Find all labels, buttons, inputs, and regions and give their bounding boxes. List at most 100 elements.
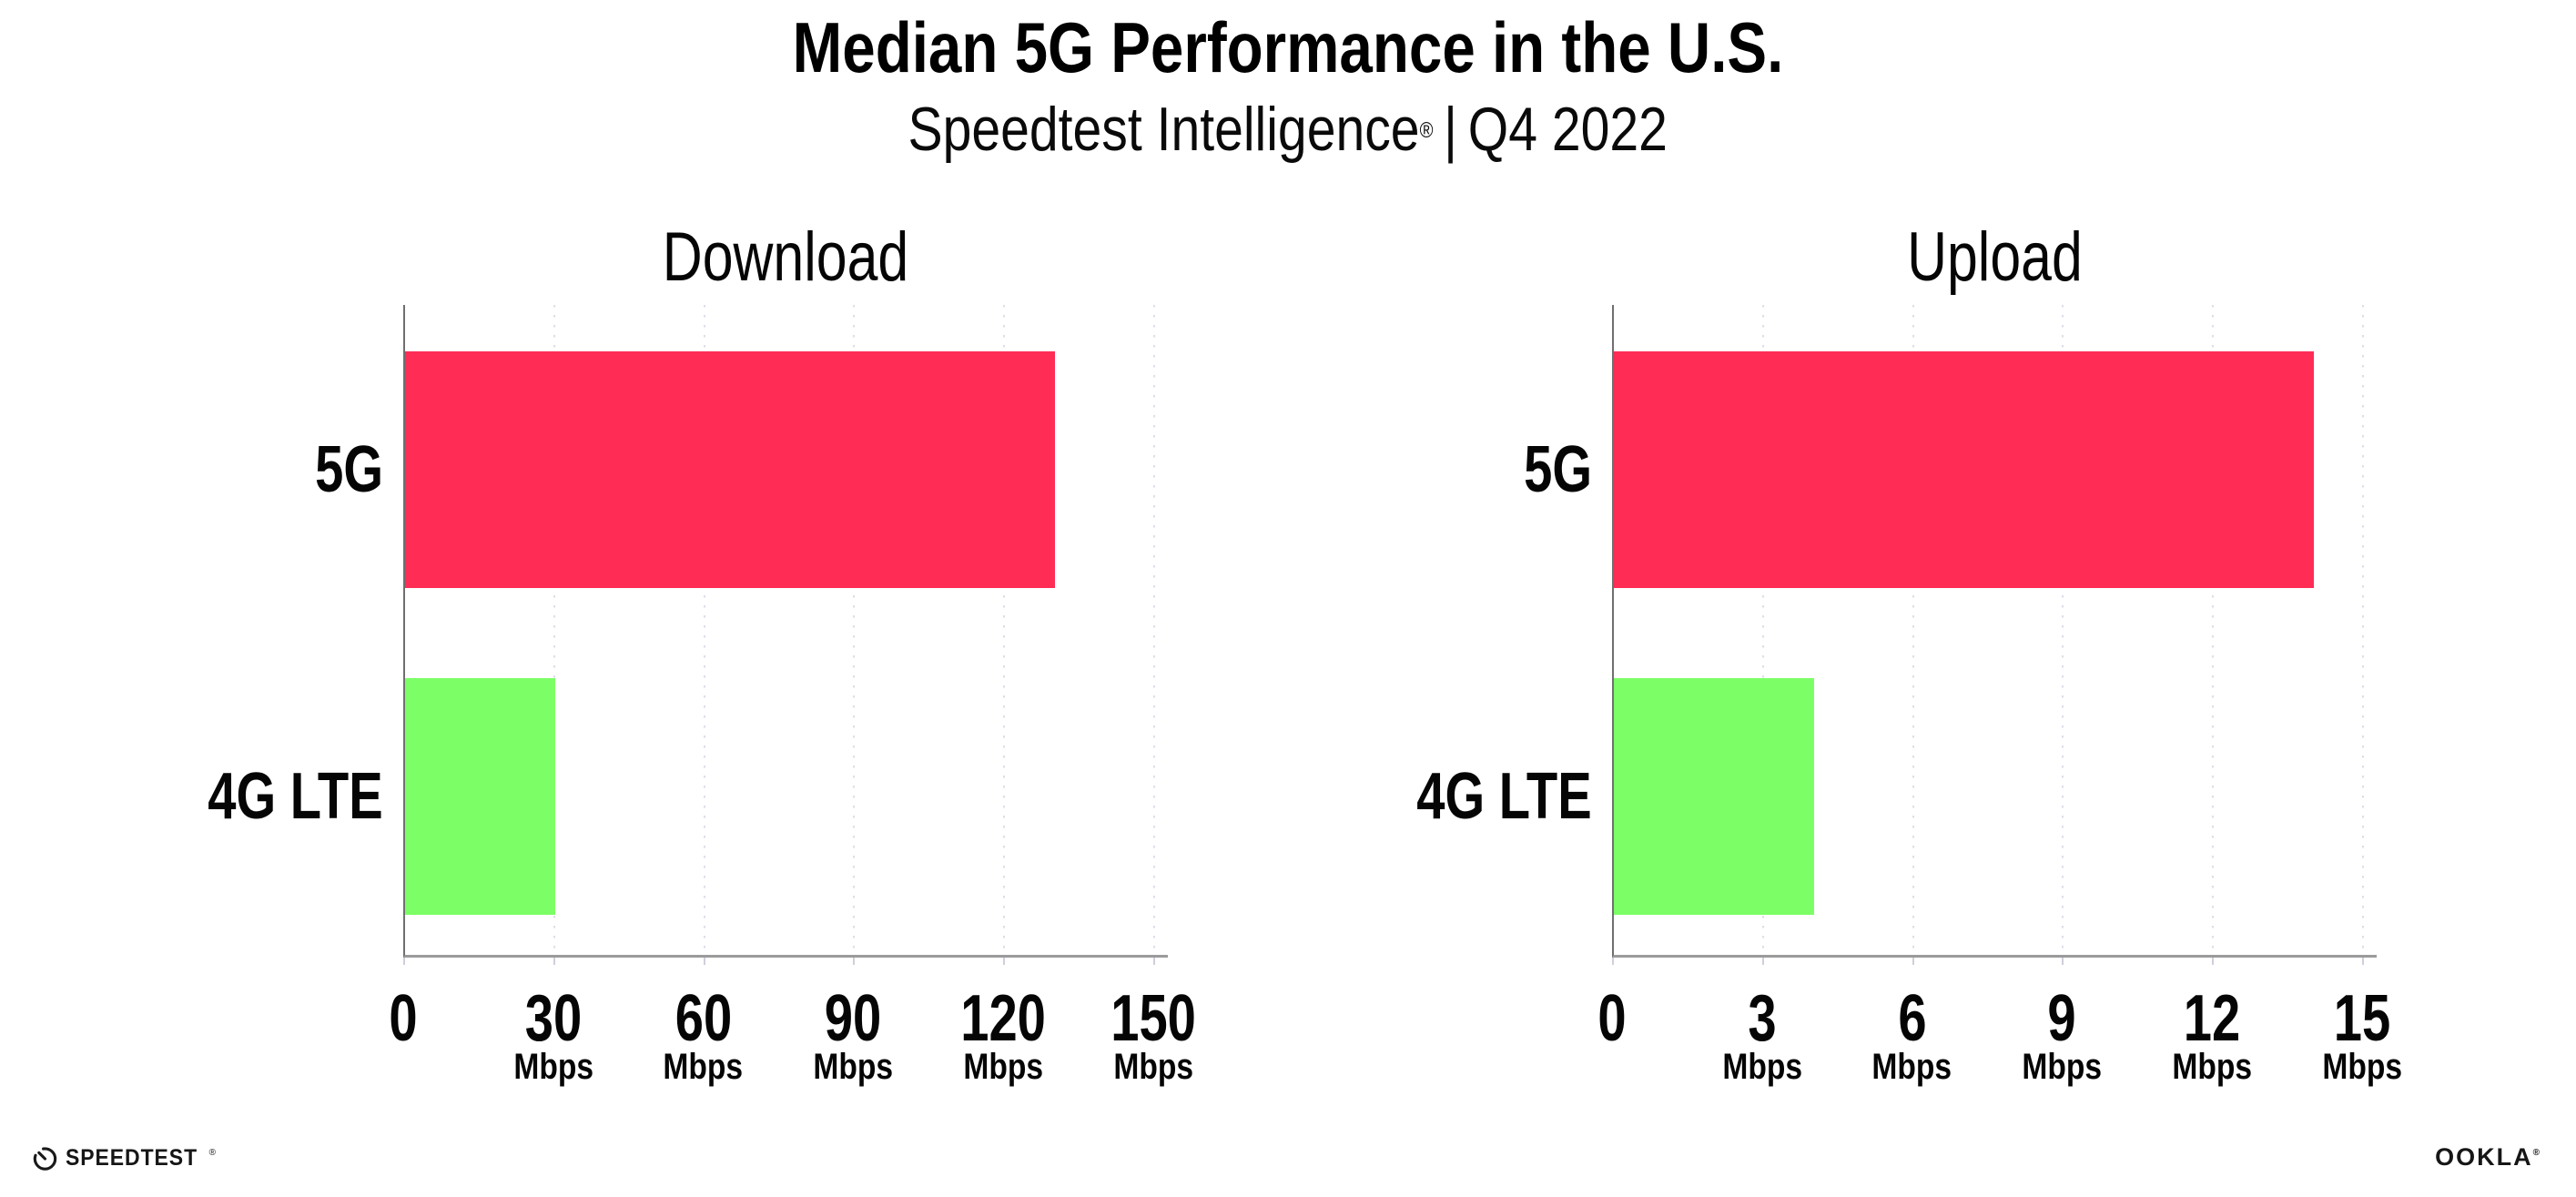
tick-mark [553,958,555,965]
upload-chart-title-text: Upload [1906,218,2083,296]
gridline [2062,305,2064,955]
download-chart-title: Download [403,217,1168,299]
ookla-logo: OOKLA® [2435,1142,2541,1172]
bar-4g-lte [1614,678,1814,915]
upload-tick-label: 0 [1530,986,1694,1051]
upload-category-label: 4G LTE [1283,756,1592,837]
upload-tick-unit: Mbps [1980,1047,2144,1087]
gridline [853,305,856,955]
tick-unit-text: Mbps [963,1047,1044,1087]
tick-label-text: 0 [1597,982,1627,1055]
download-category-label: 5G [74,429,383,511]
gridline [1153,305,1155,955]
subtitle-period: Q4 2022 [1468,95,1668,164]
upload-tick-label: 6 [1831,986,1994,1051]
upload-tick-unit: Mbps [2280,1047,2444,1087]
gridline [1912,305,1914,955]
download-chart-title-text: Download [662,218,909,296]
tick-label-text: 90 [825,982,882,1055]
tick-unit-text: Mbps [512,1047,593,1087]
tick-label-text: 3 [1748,982,1777,1055]
tick-unit-text: Mbps [2172,1047,2253,1087]
tick-unit-text: Mbps [663,1047,744,1087]
category-label-text: 5G [315,433,383,506]
subtitle-brand: Speedtest Intelligence [908,95,1420,164]
page-subtitle: Speedtest Intelligence® | Q4 2022 [0,91,2576,167]
upload-tick-label: 12 [2130,986,2294,1051]
ookla-wordmark: OOKLA [2435,1143,2533,1171]
download-tick-label: 150 [1071,986,1235,1051]
upload-category-label: 5G [1283,429,1592,511]
speedtest-label: SPEEDTEST [66,1144,198,1171]
page-title: Median 5G Performance in the U.S. [0,11,2576,84]
gridline [1761,305,1764,955]
tick-unit-text: Mbps [1721,1047,1802,1087]
tick-mark [2212,958,2215,965]
upload-tick-unit: Mbps [2130,1047,2294,1087]
tick-label-text: 30 [524,982,583,1055]
speedtest-logo: SPEEDTEST ® [32,1140,216,1176]
upload-tick-unit: Mbps [1831,1047,1994,1087]
download-tick-unit: Mbps [771,1047,935,1087]
page-title-text: Median 5G Performance in the U.S. [792,7,1784,87]
download-tick-unit: Mbps [622,1047,786,1087]
subtitle-separator: | [1444,95,1458,164]
tick-unit-text: Mbps [2322,1047,2402,1087]
tick-mark [1003,958,1006,965]
speedtest-gauge-icon [33,1146,57,1171]
gridline [1003,305,1006,955]
registered-mark: ® [1419,118,1434,143]
download-category-label: 4G LTE [74,756,383,837]
speedtest-trademark: ® [208,1147,217,1158]
category-label-text: 4G LTE [1416,760,1592,833]
download-tick-unit: Mbps [472,1047,635,1087]
upload-chart-title: Upload [1612,217,2377,299]
tick-mark [1612,958,1614,965]
tick-mark [1761,958,1764,965]
download-tick-label: 120 [921,986,1085,1051]
upload-tick-label: 9 [1980,986,2144,1051]
download-plot [403,305,1168,965]
download-tick-unit: Mbps [921,1047,1085,1087]
tick-mark [403,958,405,965]
tick-unit-text: Mbps [1871,1047,1952,1087]
tick-label-text: 6 [1897,982,1927,1055]
download-tick-label: 0 [321,986,485,1051]
upload-tick-unit: Mbps [1680,1047,1844,1087]
speedtest-wordmark: SPEEDTEST [66,1145,209,1172]
tick-mark [1912,958,1914,965]
upload-tick-label: 3 [1680,986,1844,1051]
tick-mark [1153,958,1155,965]
tick-mark [2362,958,2364,965]
ookla-trademark: ® [2532,1148,2541,1158]
tick-label-text: 0 [389,982,418,1055]
tick-unit-text: Mbps [813,1047,894,1087]
download-tick-label: 90 [771,986,935,1051]
tick-mark [853,958,856,965]
tick-label-text: 120 [960,982,1047,1055]
tick-label-text: 60 [674,982,732,1055]
gridline [553,305,555,955]
bar-5g [1614,351,2315,588]
tick-unit-text: Mbps [1113,1047,1193,1087]
tick-unit-text: Mbps [2022,1047,2103,1087]
bar-4g-lte [405,678,555,915]
bar-5g [405,351,1056,588]
gridline [2212,305,2215,955]
gridline [2362,305,2364,955]
tick-label-text: 9 [2047,982,2077,1055]
gridline [703,305,705,955]
page-subtitle-text: Speedtest Intelligence® | Q4 2022 [908,91,1668,167]
tick-label-text: 15 [2333,982,2391,1055]
tick-mark [2062,958,2064,965]
upload-plot [1612,305,2377,965]
download-tick-label: 60 [622,986,786,1051]
category-label-text: 5G [1524,433,1592,506]
category-label-text: 4G LTE [208,760,383,833]
tick-label-text: 12 [2183,982,2241,1055]
tick-mark [703,958,705,965]
upload-tick-label: 15 [2280,986,2444,1051]
download-tick-unit: Mbps [1071,1047,1235,1087]
tick-label-text: 150 [1111,982,1196,1055]
download-tick-label: 30 [472,986,635,1051]
